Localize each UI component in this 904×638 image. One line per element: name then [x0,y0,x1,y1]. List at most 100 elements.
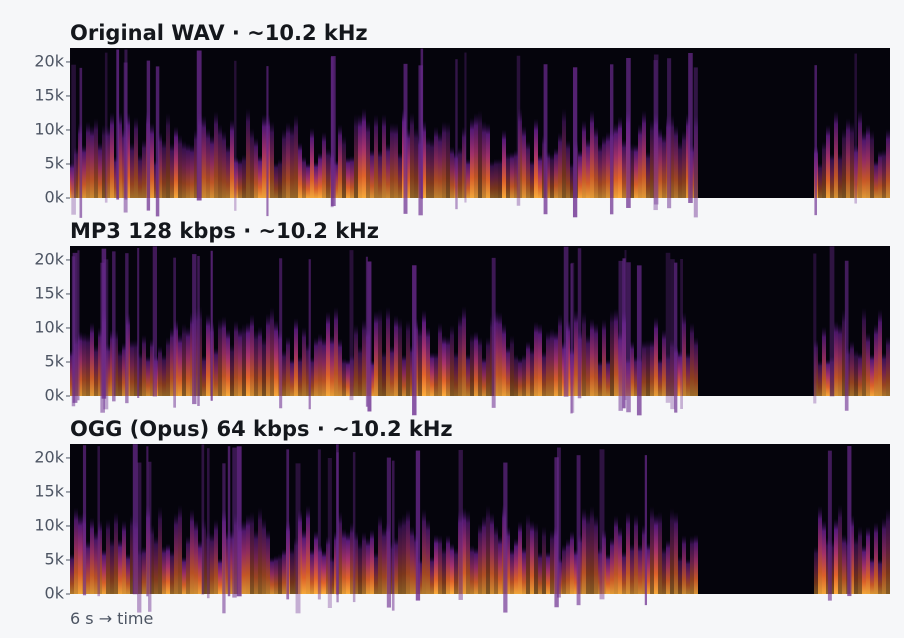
texture-column [378,308,382,396]
texture-column [370,149,374,198]
texture-column [658,511,662,594]
texture-column [650,339,654,396]
texture-column [858,110,862,198]
texture-column [534,321,538,396]
texture-column [362,319,366,396]
texture-column [246,108,250,198]
texture-column [686,558,690,594]
texture-column [590,318,594,396]
texture-column [642,110,646,198]
texture-column [446,535,450,594]
texture-column [466,510,470,594]
texture-column [858,526,862,594]
texture-column [478,337,482,396]
texture-streak [173,257,176,408]
y-tick-label: 0k [45,188,65,207]
texture-column [310,548,314,594]
texture-column [262,114,266,198]
texture-column [474,331,478,396]
texture-column [838,153,842,198]
texture-column [322,550,326,594]
texture-column [90,322,94,396]
texture-column [510,548,514,594]
texture-column [878,150,882,198]
texture-column [870,354,874,396]
texture-column [270,121,274,198]
texture-column [378,514,382,594]
texture-column [862,544,866,594]
texture-column [558,314,562,396]
texture-streak [622,258,626,409]
texture-streak [286,449,290,600]
texture-column [182,556,186,594]
texture-column [510,151,514,198]
texture-column [602,135,606,198]
texture-streak [79,67,83,218]
texture-column [518,521,522,594]
texture-column [342,358,346,396]
texture-column [322,131,326,198]
y-tick-label: 5k [45,153,65,172]
texture-streak [688,52,693,203]
texture-column [878,558,882,594]
texture-column [338,124,342,198]
texture-column [290,547,294,594]
texture-column [550,328,554,396]
texture-column [814,546,818,594]
texture-streak [653,54,659,205]
texture-streak [653,60,658,211]
texture-column [654,112,658,198]
texture-column [430,352,434,396]
texture-column [422,120,426,198]
texture-column [522,125,526,198]
texture-column [310,356,314,396]
texture-column [458,510,462,594]
texture-column [846,118,850,198]
texture-column [102,549,106,594]
texture-column [298,142,302,198]
texture-column [582,508,586,594]
texture-column [386,306,390,396]
texture-column [626,511,630,594]
texture-column [478,110,482,198]
texture-column [390,345,394,396]
texture-streak [458,449,463,600]
texture-column [386,143,390,198]
texture-streak [97,446,100,597]
texture-column [818,162,822,198]
texture-streak [152,246,158,397]
texture-column [410,112,414,198]
texture-column [830,153,834,198]
texture-column [454,351,458,396]
texture-column [174,126,178,198]
texture-column [350,354,354,396]
texture-column [306,162,310,198]
texture-column [454,151,458,198]
texture-column [114,156,118,198]
texture-column [470,117,474,198]
texture-column [262,518,266,594]
texture-column [634,514,638,594]
texture-column [410,345,414,396]
texture-column [222,316,226,396]
texture-streak [234,60,237,211]
texture-column [666,539,670,594]
texture-column [446,121,450,198]
texture-streak [667,58,672,209]
texture-column [230,119,234,198]
texture-column [78,513,82,594]
texture-column [654,513,658,594]
texture-column [450,324,454,396]
texture-column [866,332,870,396]
texture-streak [137,247,140,398]
texture-streak [516,55,521,206]
y-tick-label: 10k [34,515,64,534]
texture-column [634,356,638,396]
texture-column [170,550,174,594]
texture-column [438,535,442,594]
texture-column [662,133,666,198]
y-tick-label: 20k [34,249,64,268]
panel-title: MP3 128 kbps · ~10.2 kHz [70,219,379,243]
texture-column [358,114,362,198]
